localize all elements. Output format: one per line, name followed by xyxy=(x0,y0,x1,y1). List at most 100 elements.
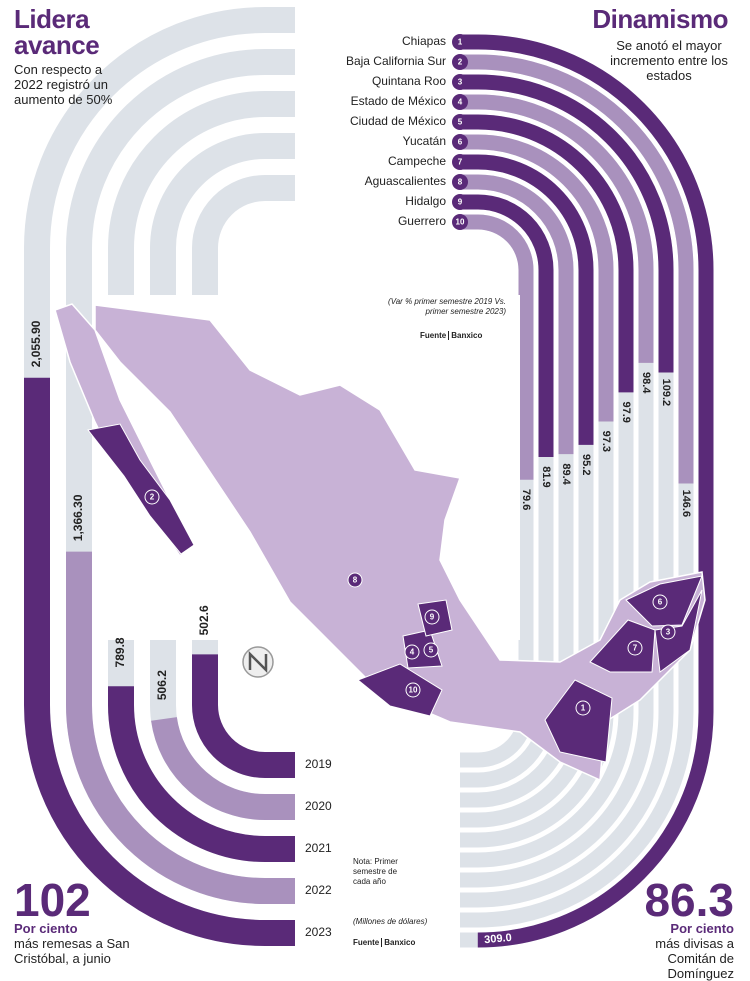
map-marker-label: 10 xyxy=(409,686,418,695)
rank-badge xyxy=(452,174,468,190)
value-label: 146.6 xyxy=(680,490,692,518)
category-label: Campeche xyxy=(388,154,446,168)
value-label: 79.6 xyxy=(520,489,532,510)
rank-label: 7 xyxy=(458,158,463,167)
highlight-label: Por ciento xyxy=(670,921,734,936)
map-marker-label: 6 xyxy=(658,598,663,607)
category-label: 2022 xyxy=(305,883,332,897)
map-state xyxy=(589,619,656,673)
rank-badge xyxy=(452,54,468,70)
tracks xyxy=(24,7,714,948)
map-marker xyxy=(627,640,643,656)
bar xyxy=(108,91,295,862)
unit: (Millones de dólares) xyxy=(353,917,428,926)
rank-label: 3 xyxy=(458,78,463,87)
highlight-value: 86.3 xyxy=(644,874,734,926)
rank-badge xyxy=(452,114,468,130)
map-state xyxy=(87,423,195,555)
subtitle: Con respecto a 2022 registró un aumento … xyxy=(14,62,113,107)
bar xyxy=(460,74,674,908)
source: Fuente Banxico xyxy=(353,938,416,947)
map-mainland xyxy=(94,304,706,782)
rank-badge xyxy=(452,214,468,230)
bar xyxy=(460,194,554,788)
rank-badge xyxy=(452,94,468,110)
rank-badge xyxy=(452,194,468,210)
value-label: 81.9 xyxy=(540,466,552,487)
bar xyxy=(460,94,654,888)
logo-mark xyxy=(248,650,268,674)
bar xyxy=(460,134,614,848)
bar xyxy=(460,154,594,828)
source-name: Banxico xyxy=(448,331,483,340)
value-label: 1,366.30 xyxy=(71,494,85,541)
note: Nota: Primer semestre de cada año xyxy=(353,857,398,886)
rank-label: 4 xyxy=(458,98,463,107)
bar xyxy=(66,49,295,904)
map-marker-label: 3 xyxy=(666,628,671,637)
category-label: 2021 xyxy=(305,841,332,855)
value-label: 97.9 xyxy=(620,401,632,422)
bar xyxy=(460,54,694,928)
highlight-text: más remesas a San Cristóbal, a junio xyxy=(14,936,130,966)
category-label: Aguascalientes xyxy=(365,174,446,188)
map: 1 2 3 4 5 6 7 8 9 10 xyxy=(54,303,706,782)
map-marker-label: 5 xyxy=(429,646,434,655)
map-marker xyxy=(347,572,363,588)
map-marker xyxy=(404,644,420,660)
rank-label: 6 xyxy=(458,138,463,147)
value-label: 95.2 xyxy=(580,454,592,475)
bar xyxy=(460,174,574,808)
map-state xyxy=(357,663,443,717)
map-marker-label: 8 xyxy=(353,576,358,585)
map-marker-label: 4 xyxy=(410,648,415,657)
bar xyxy=(460,214,534,768)
category-label: 2019 xyxy=(305,757,332,771)
map-marker xyxy=(405,682,421,698)
category-label: Yucatán xyxy=(403,134,446,148)
rank-badge xyxy=(452,154,468,170)
value-label: 502.6 xyxy=(197,605,211,635)
rank-label: 10 xyxy=(456,218,465,227)
rank-badge xyxy=(452,34,468,50)
labels: 502.6 2019 506.2 2020 789.8 2021 1,366.30 2022 2… xyxy=(29,34,692,946)
rank-label: 9 xyxy=(458,198,463,207)
category-label: Hidalgo xyxy=(405,194,446,208)
map-marker xyxy=(144,489,160,505)
value-label: 506.2 xyxy=(155,670,169,700)
note: (Var % primer semestre 2019 Vs. primer s… xyxy=(388,297,506,316)
map-state xyxy=(654,589,703,673)
subtitle: Se anotó el mayor incremento entre los e… xyxy=(610,38,728,83)
value-label: 109.2 xyxy=(660,379,672,407)
highlight-text: más divisas a Comitán de Domínguez xyxy=(655,936,734,981)
highlight-value: 102 xyxy=(14,874,91,926)
value-label: 97.3 xyxy=(600,431,612,452)
bar xyxy=(24,7,295,946)
source-label: Fuente xyxy=(420,331,447,340)
category-label: Estado de México xyxy=(351,94,447,108)
map-marker xyxy=(652,594,668,610)
rank-label: 8 xyxy=(458,178,463,187)
category-label: Baja California Sur xyxy=(346,54,446,68)
map-marker xyxy=(423,642,439,658)
map-marker xyxy=(424,609,440,625)
source-label: Fuente xyxy=(353,938,380,947)
source: Fuente Banxico xyxy=(420,331,483,340)
source-name: Banxico xyxy=(381,938,416,947)
category-label: Ciudad de México xyxy=(350,114,446,128)
value-label: 789.8 xyxy=(113,637,127,667)
map-marker-label: 7 xyxy=(633,644,638,653)
value-label: 309.0 xyxy=(484,932,512,946)
map-marker xyxy=(660,624,676,640)
rank-label: 1 xyxy=(458,38,463,47)
category-label: 2023 xyxy=(305,925,332,939)
category-label: Guerrero xyxy=(398,214,446,228)
bar xyxy=(460,34,714,948)
category-label: Quintana Roo xyxy=(372,74,446,88)
title: Dinamismo xyxy=(592,4,728,34)
map-state xyxy=(544,679,613,763)
map-marker-label: 1 xyxy=(581,704,586,713)
rank-label: 2 xyxy=(458,58,463,67)
